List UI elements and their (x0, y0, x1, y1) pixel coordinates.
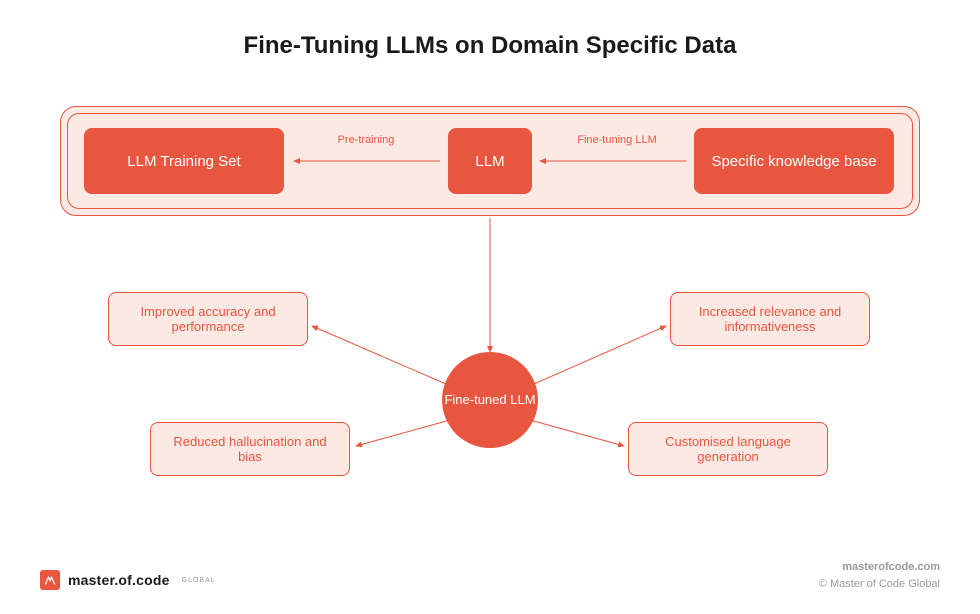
brand-name: master.of.code (68, 572, 170, 588)
brand-logo-icon (40, 570, 60, 590)
node-llm-label: LLM (475, 153, 504, 170)
node-training-set-label: LLM Training Set (127, 153, 240, 170)
node-llm: LLM (448, 128, 532, 194)
brand-sub: GLOBAL (182, 577, 216, 584)
footer-site: masterofcode.com (819, 559, 940, 576)
node-training-set: LLM Training Set (84, 128, 284, 194)
node-relevance: Increased relevance and informativeness (670, 292, 870, 346)
node-customised-label: Customised language generation (639, 434, 817, 464)
footer-credits: masterofcode.com © Master of Code Global (819, 559, 940, 592)
node-accuracy: Improved accuracy and performance (108, 292, 308, 346)
edge-label-pretraining: Pre-training (316, 134, 416, 146)
diagram-canvas: Fine-Tuning LLMs on Domain Specific Data… (0, 0, 980, 614)
node-knowledge-base-label: Specific knowledge base (711, 153, 876, 170)
node-fine-tuned-llm: Fine-tuned LLM (442, 352, 538, 448)
edge-label-finetuning: Fine-tuning LLM (562, 134, 672, 146)
node-relevance-label: Increased relevance and informativeness (681, 304, 859, 334)
page-title: Fine-Tuning LLMs on Domain Specific Data (0, 32, 980, 60)
node-customised: Customised language generation (628, 422, 828, 476)
footer-brand: master.of.code GLOBAL (40, 570, 216, 590)
footer-copyright: © Master of Code Global (819, 576, 940, 593)
node-accuracy-label: Improved accuracy and performance (119, 304, 297, 334)
node-hallucination: Reduced hallucination and bias (150, 422, 350, 476)
node-knowledge-base: Specific knowledge base (694, 128, 894, 194)
node-fine-tuned-llm-label: Fine-tuned LLM (444, 392, 535, 408)
node-hallucination-label: Reduced hallucination and bias (161, 434, 339, 464)
